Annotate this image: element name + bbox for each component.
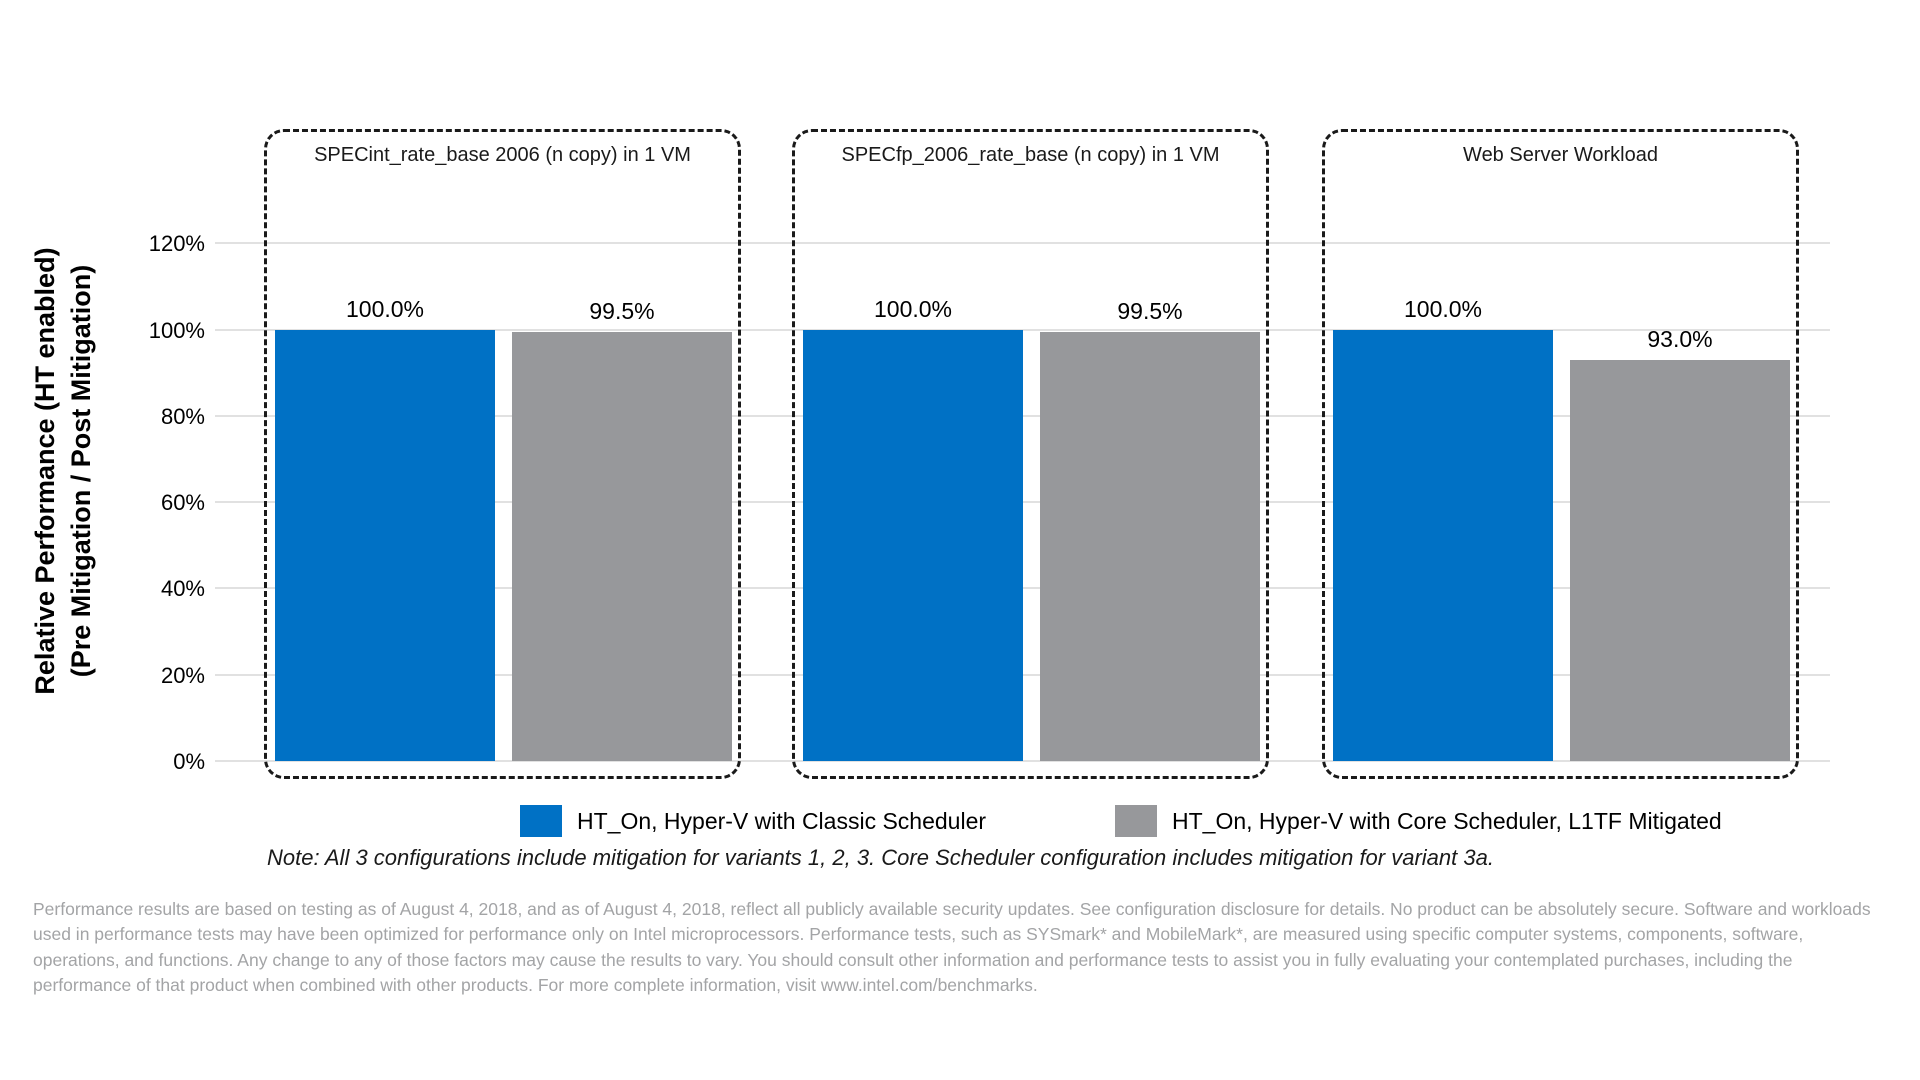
bar-slot: 99.5% [1040,298,1260,761]
y-tick-label: 120% [148,231,205,257]
y-tick-label: 60% [160,490,205,516]
bar-value-label: 100.0% [1403,295,1482,322]
group-box-specint: SPECint_rate_base 2006 (n copy) in 1 VM … [264,129,741,779]
note-text: Note: All 3 configurations include mitig… [267,845,1494,870]
bar-value-label: 99.5% [589,297,655,324]
bar-slot: 100.0% [1333,295,1553,761]
y-tick-label: 20% [160,662,205,688]
legend-swatch-gray [1115,805,1157,837]
bar-core-scheduler [1040,331,1260,761]
bar-slot: 100.0% [803,295,1023,761]
bar-classic-scheduler [803,329,1023,761]
group-title: SPECfp_2006_rate_base (n copy) in 1 VM [841,144,1220,166]
bar-value-label: 99.5% [1117,297,1183,324]
bar-core-scheduler [512,331,732,761]
y-tick-label: 100% [148,317,205,343]
group-box-specfp: SPECfp_2006_rate_base (n copy) in 1 VM 1… [792,129,1269,779]
legend-item-core-scheduler: HT_On, Hyper-V with Core Scheduler, L1TF… [1115,804,1722,838]
y-tick-label: 40% [160,576,205,602]
legend-item-classic-scheduler: HT_On, Hyper-V with Classic Scheduler [520,804,986,838]
bar-slot: 99.5% [512,298,732,761]
bar-value-label: 100.0% [345,295,424,322]
group-title: Web Server Workload [1463,144,1658,166]
y-tick-label: 0% [173,749,205,774]
gridline-120 [215,242,1830,245]
bar-classic-scheduler [275,329,495,761]
bar-slot: 93.0% [1570,326,1790,761]
bar-value-label: 93.0% [1647,325,1713,352]
disclaimer-text: Performance results are based on testing… [33,899,1871,996]
gridline-0 [215,760,1830,762]
legend-label: HT_On, Hyper-V with Classic Scheduler [577,807,987,834]
y-axis-tick-labels: 120% 100% 80% 60% 40% 20% 0% [90,201,205,774]
legend-label: HT_On, Hyper-V with Core Scheduler, L1TF… [1172,807,1722,834]
group-title: SPECint_rate_base 2006 (n copy) in 1 VM [314,144,691,166]
bar-slot: 100.0% [275,295,495,761]
legend-swatch-blue [520,805,562,837]
y-tick-label: 80% [160,403,205,429]
group-box-webserver: Web Server Workload 100.0% 93.0% [1322,129,1799,779]
bar-core-scheduler [1570,359,1790,761]
bar-classic-scheduler [1333,329,1553,761]
bar-value-label: 100.0% [873,295,952,322]
y-axis-title-line1: Relative Performance (HT enabled) [30,247,60,695]
